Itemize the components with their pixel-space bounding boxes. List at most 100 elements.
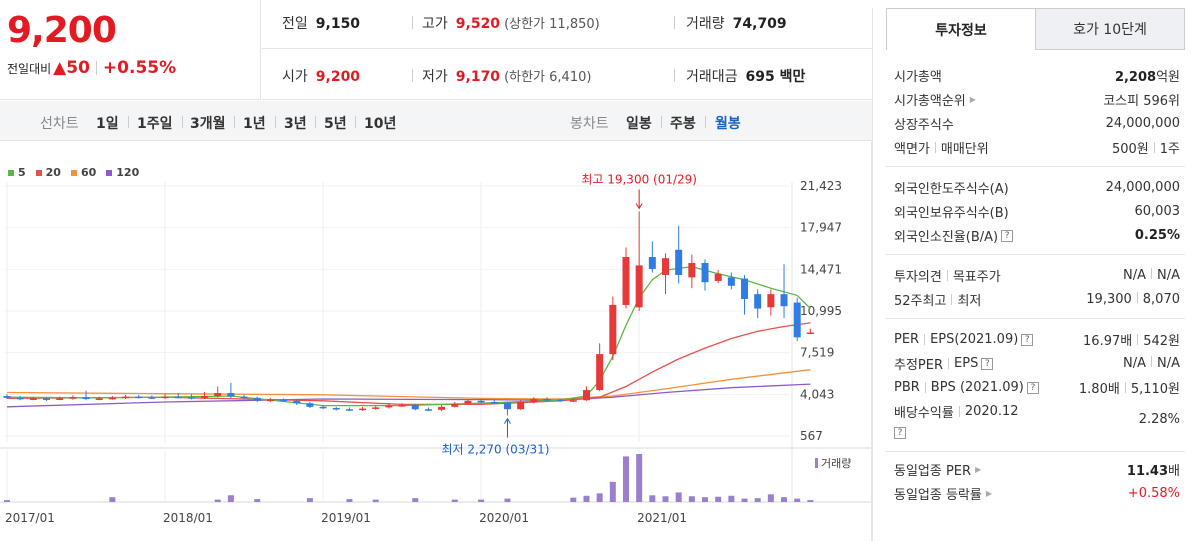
x-tick-label: 2021/01 <box>637 511 687 525</box>
candle-body <box>280 399 288 402</box>
amount-label: 거래대금 <box>686 69 738 85</box>
52week-high-text: 52주최고 <box>894 294 947 309</box>
candle-body <box>490 402 498 404</box>
divider <box>886 166 1185 167</box>
candle-body <box>780 294 788 307</box>
legend-swatch <box>106 169 113 176</box>
row-opinion: 투자의견 목표주가 N/A N/A <box>894 266 1180 285</box>
52week-high-value: 19,300 <box>1086 292 1132 307</box>
volume-bar <box>728 495 735 502</box>
help-icon[interactable]: ? <box>981 357 994 370</box>
period-1y[interactable]: 1년 <box>243 116 266 132</box>
candle-body <box>253 397 261 401</box>
change-row: 전일대비 ▲ 50 +0.55% <box>7 58 176 78</box>
opinion-number: N/A <box>1123 268 1146 283</box>
candle-weekly[interactable]: 주봉 <box>670 116 696 132</box>
volume-bar <box>583 495 590 502</box>
prev-close-label: 전일 <box>282 16 308 32</box>
divider <box>315 116 316 128</box>
opinion-value: N/A N/A <box>1123 268 1180 283</box>
candle-body <box>95 398 103 400</box>
foreign-hold-label: 외국인보유주식수(B) <box>894 206 1009 221</box>
candle-body <box>16 397 24 400</box>
candle-body <box>517 402 525 410</box>
candle-body <box>806 332 814 335</box>
row-market-cap: 시가총액 2,208억원 <box>894 66 1180 85</box>
divider <box>951 294 953 305</box>
est-per-value: N/A N/A <box>1123 356 1180 371</box>
x-tick-label: 2017/01 <box>5 511 55 525</box>
sector-per-label: 동일업종 PER ▶ <box>894 460 981 479</box>
tab-investment-info[interactable]: 투자정보 <box>886 8 1036 50</box>
period-10y[interactable]: 10년 <box>364 116 397 132</box>
dividend-label: 배당수익률 2020.12 ? <box>894 402 1019 439</box>
amount-value: 695 백만 <box>745 69 806 85</box>
volume-legend-swatch <box>815 458 818 468</box>
pbr-value: 1.80배 5,110원 <box>1079 378 1180 397</box>
row-per: PER EPS(2021.09)? 16.97배 542원 <box>894 330 1180 349</box>
candle-body <box>688 262 696 278</box>
divider <box>886 318 1185 319</box>
row-sector-per[interactable]: 동일업종 PER ▶ 11.43배 <box>894 460 1180 479</box>
period-1d[interactable]: 1일 <box>96 116 119 132</box>
market-cap-rank-text: 시가총액순위 <box>894 94 966 109</box>
market-cap-unit: 억원 <box>1156 70 1180 85</box>
divider <box>886 451 1185 452</box>
volume-bar <box>372 499 379 502</box>
period-3m[interactable]: 3개월 <box>190 116 226 132</box>
legend-swatch <box>8 169 14 176</box>
prev-close-value: 9,150 <box>315 16 361 32</box>
row-sector-change[interactable]: 동일업종 등락률 ▶ +0.58% <box>894 484 1180 503</box>
investment-info-panel: 투자정보 호가 10단계 시가총액 2,208억원 시가총액순위 ▶ 코스피 59… <box>872 8 1186 541</box>
period-5y[interactable]: 5년 <box>324 116 347 132</box>
change-percent: +0.55% <box>102 58 177 78</box>
foreign-ratio-value: 0.25% <box>1134 228 1180 243</box>
volume-bar <box>781 497 788 502</box>
help-icon[interactable]: ? <box>1021 333 1034 346</box>
period-1w[interactable]: 1주일 <box>137 116 173 132</box>
volume-bar <box>636 454 643 502</box>
candle-body <box>359 408 367 411</box>
volume-bar <box>688 496 695 502</box>
volume-bar <box>346 499 353 502</box>
tab-order-book[interactable]: 호가 10단계 <box>1035 8 1185 50</box>
row-par-value: 액면가 매매단위 500원 1주 <box>894 138 1180 157</box>
candle-body <box>43 398 51 400</box>
candle-body <box>622 256 630 305</box>
candle-body <box>503 402 511 410</box>
help-icon[interactable]: ? <box>1026 381 1039 394</box>
legend-swatch <box>35 169 42 176</box>
y-tick-label: 10,995 <box>800 304 842 318</box>
foreign-ratio-text: 외국인소진율(B/A) <box>894 230 999 245</box>
help-icon[interactable]: ? <box>894 427 906 439</box>
volume-bar <box>570 497 577 502</box>
candle-body <box>319 406 327 409</box>
candle-daily[interactable]: 일봉 <box>626 116 652 132</box>
candle-monthly[interactable]: 월봉 <box>715 116 741 132</box>
volume-bar <box>702 497 709 502</box>
divider <box>275 116 276 128</box>
y-tick-label: 14,471 <box>800 262 842 276</box>
row-market-cap-rank[interactable]: 시가총액순위 ▶ 코스피 596위 <box>894 90 1180 109</box>
open-label: 시가 <box>282 69 308 85</box>
candle-body <box>201 396 209 399</box>
foreign-ratio-label: 외국인소진율(B/A)? <box>894 226 1014 245</box>
market-cap-rank-label: 시가총액순위 ▶ <box>894 90 976 109</box>
legend-label: 20 <box>45 166 61 179</box>
chart-period-bar: 선차트 1일 1주일 3개월 1년 3년 5년 10년 봉차트 일봉 주봉 월봉 <box>0 101 872 141</box>
opinion-text: 투자의견 <box>894 270 942 285</box>
legend-item-5: 5 <box>8 166 26 179</box>
par-unit-value: 500원 1주 <box>1112 138 1180 157</box>
help-icon[interactable]: ? <box>1001 229 1014 242</box>
period-3y[interactable]: 3년 <box>284 116 307 132</box>
high-label: 고가 <box>422 16 448 32</box>
candle-chart-label: 봉차트 <box>570 116 609 132</box>
52week-label: 52주최고 최저 <box>894 290 981 309</box>
low-price: 저가 9,170 (하한가 6,410) <box>422 66 591 86</box>
candle-body <box>56 398 64 400</box>
est-eps-number: N/A <box>1157 356 1180 371</box>
candle-body <box>662 258 669 275</box>
volume-bar <box>807 500 814 502</box>
low-arrow-head <box>504 417 511 424</box>
